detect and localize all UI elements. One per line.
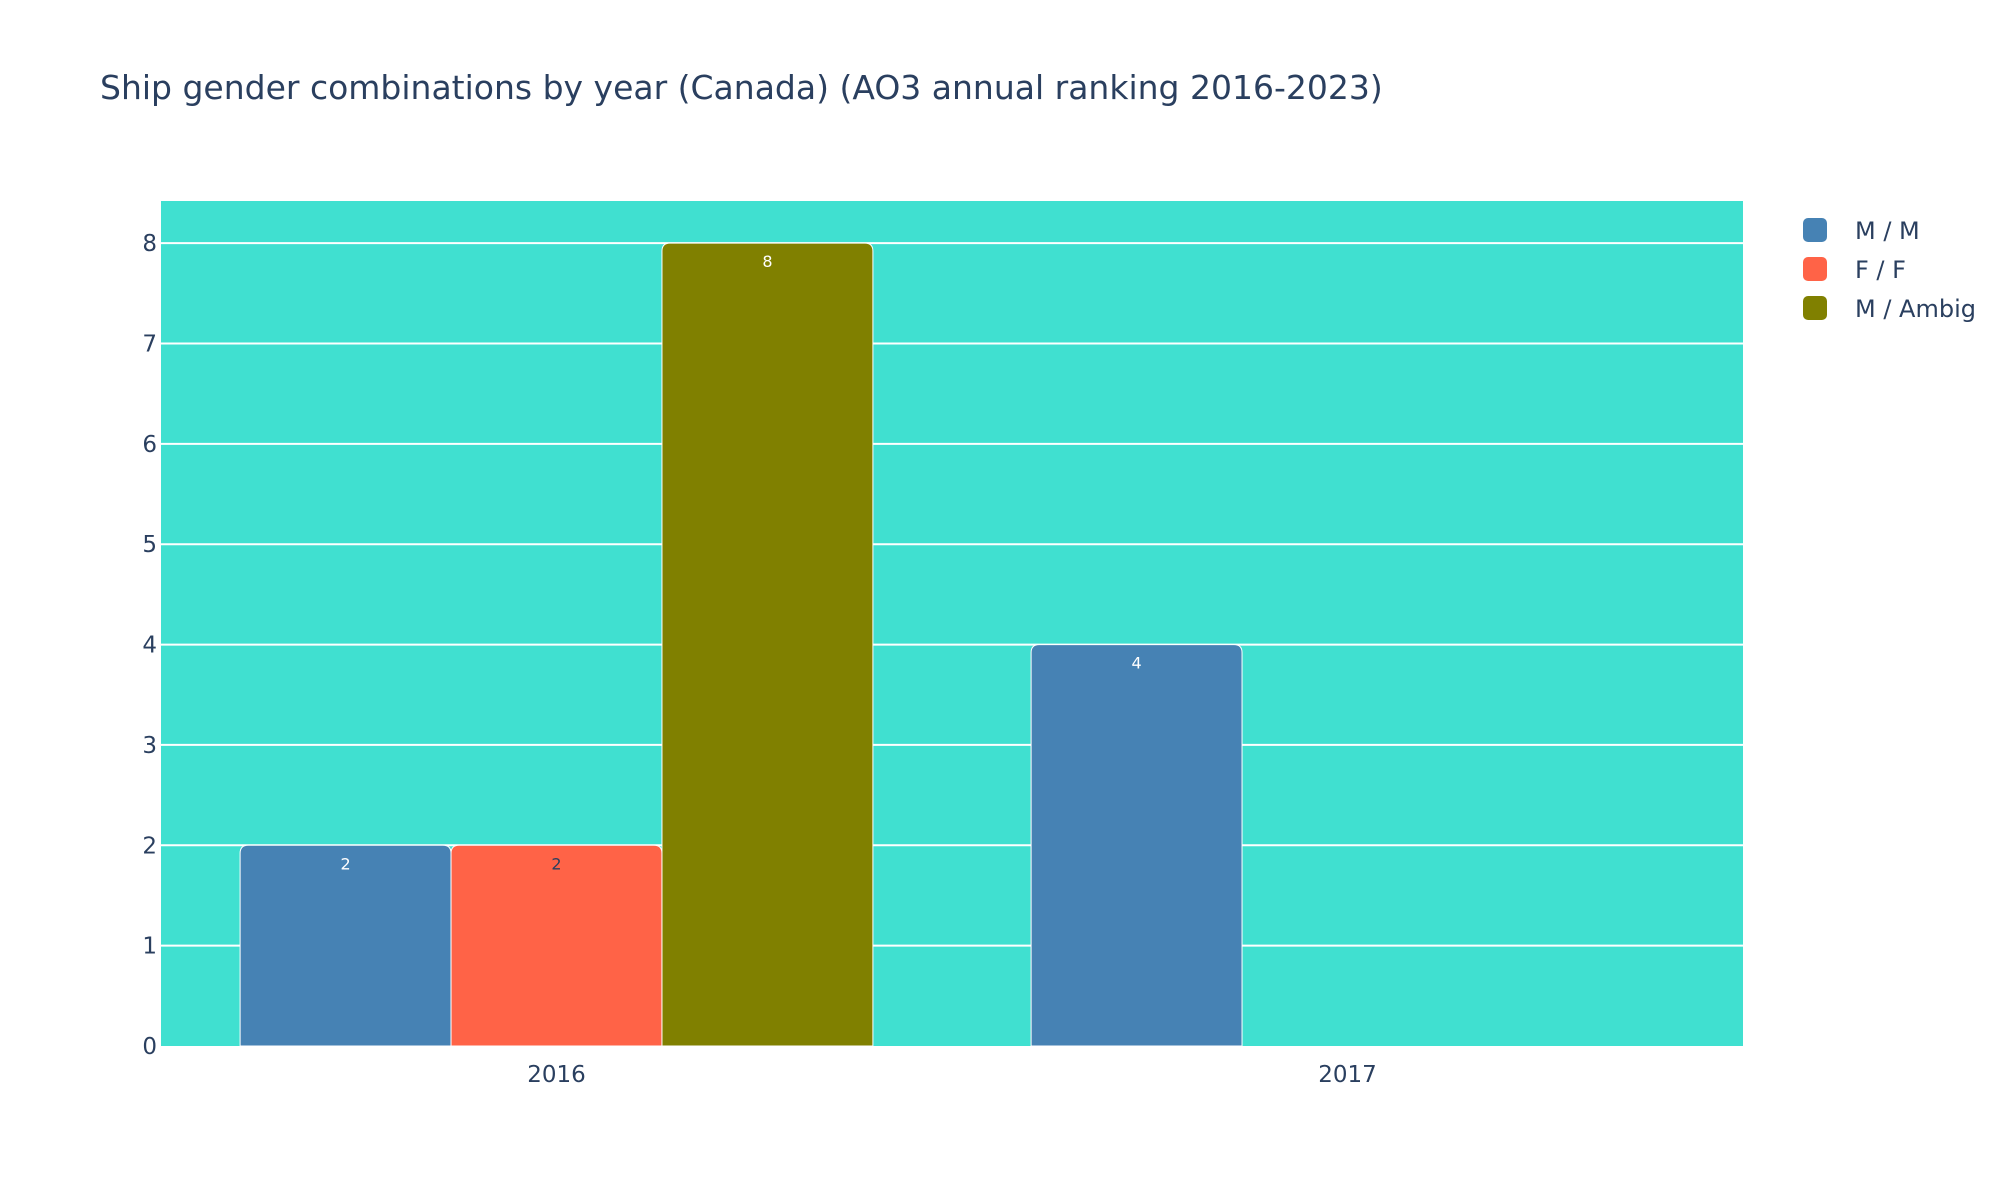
y-tick-label: 8	[142, 231, 157, 257]
y-tick-label: 6	[142, 432, 157, 458]
chart-title: Ship gender combinations by year (Canada…	[100, 68, 1383, 107]
bar-value-label: 2	[551, 854, 561, 873]
legend[interactable]: M / M F / F M / Ambig	[1803, 217, 1976, 323]
y-tick-label: 4	[142, 633, 157, 659]
legend-swatch	[1803, 296, 1827, 320]
x-axis: 2016 2017	[527, 1062, 1377, 1088]
y-tick-label: 3	[142, 733, 157, 759]
legend-item[interactable]: F / F	[1803, 256, 1906, 284]
y-tick-label: 7	[142, 332, 157, 358]
legend-label: M / Ambig	[1855, 295, 1976, 323]
legend-label: M / M	[1855, 217, 1920, 245]
legend-item[interactable]: M / Ambig	[1803, 295, 1976, 323]
y-tick-label: 2	[142, 833, 157, 859]
legend-swatch	[1803, 257, 1827, 281]
bar-f-f-2016[interactable]	[450, 844, 663, 1047]
y-tick-label: 5	[142, 532, 157, 558]
bar-value-label: 4	[1131, 654, 1141, 673]
bar-labels: 2 2 8 4	[340, 252, 1141, 873]
bar-m-m-2016[interactable]	[239, 844, 452, 1047]
legend-swatch	[1803, 218, 1827, 242]
y-tick-label: 0	[142, 1034, 157, 1060]
y-tick-label: 1	[142, 934, 157, 960]
bar-value-label: 2	[340, 854, 350, 873]
x-tick-label: 2017	[1318, 1062, 1377, 1088]
bars	[239, 242, 1243, 1047]
y-axis: 0 1 2 3 4 5 6 7 8	[142, 231, 157, 1060]
x-tick-label: 2016	[527, 1062, 586, 1088]
bar-m-m-2017[interactable]	[1030, 644, 1243, 1047]
legend-label: F / F	[1855, 256, 1906, 284]
bar-m-ambig-2016[interactable]	[661, 242, 874, 1047]
bar-value-label: 8	[762, 252, 772, 271]
legend-item[interactable]: M / M	[1803, 217, 1920, 245]
